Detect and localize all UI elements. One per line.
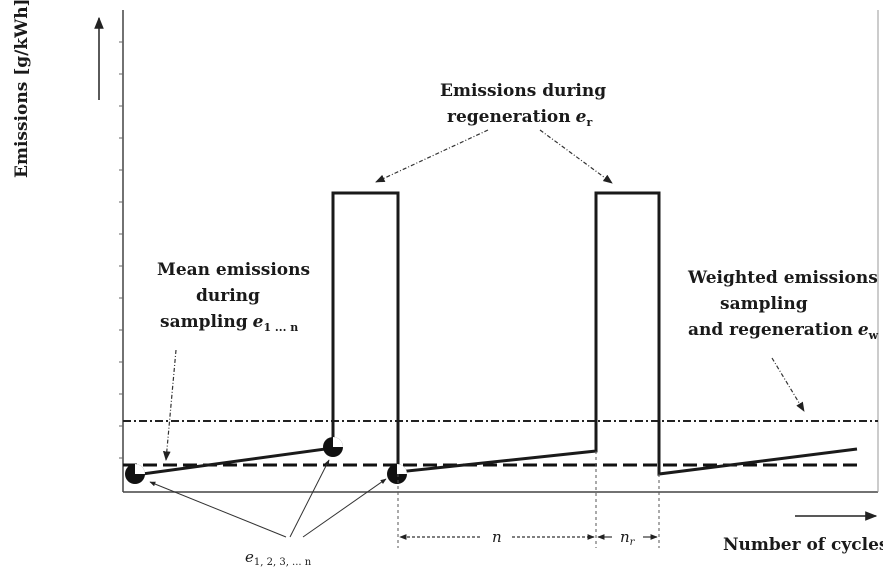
regeneration-label: Emissions during regeneration er — [440, 81, 606, 129]
interval-nr-label: nr — [620, 528, 636, 548]
sample-point-3 — [387, 464, 407, 484]
y-axis-label: Emissions [g/kWh] — [12, 0, 32, 178]
svg-text:during: during — [196, 286, 260, 306]
regeneration-arrow-right — [539, 129, 613, 184]
points-label: e1, 2, 3, ... n — [245, 548, 312, 568]
sample-point-2 — [323, 437, 343, 457]
svg-text:sampling: sampling — [720, 294, 808, 314]
y-axis-ticks — [119, 41, 123, 459]
interval-guides — [397, 451, 660, 548]
regeneration-arrow-left — [375, 129, 489, 183]
svg-text:Weighted emissions of: Weighted emissions of — [687, 268, 883, 288]
x-axis-label: Number of cycles — [723, 535, 883, 555]
weighted-emissions-arrow — [771, 357, 805, 412]
interval-n-label: n — [492, 528, 502, 546]
weighted-emissions-label: Weighted emissions of sampling and regen… — [687, 268, 883, 342]
points-arrow-3 — [302, 478, 387, 538]
points-arrow-2 — [289, 459, 330, 538]
points-arrow-1 — [149, 481, 287, 538]
svg-text:Mean emissions: Mean emissions — [157, 260, 310, 280]
emission-profile-line — [134, 191, 858, 477]
svg-text:Emissions during: Emissions during — [440, 81, 606, 101]
mean-emissions-label: Mean emissions during sampling e1 ... n — [157, 260, 310, 334]
sample-point-1 — [125, 464, 145, 484]
mean-emissions-arrow — [162, 349, 177, 461]
